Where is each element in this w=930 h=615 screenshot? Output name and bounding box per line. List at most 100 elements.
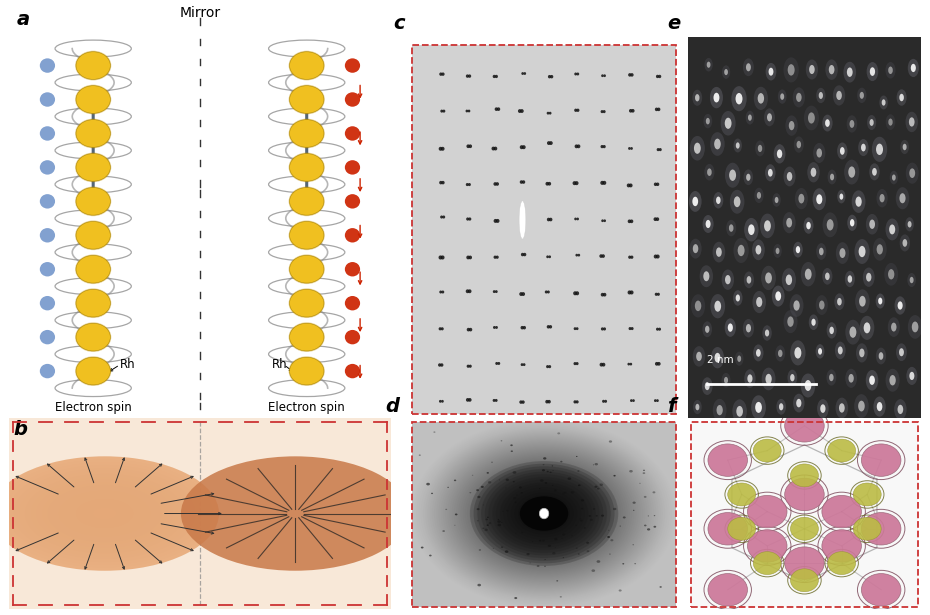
Ellipse shape bbox=[608, 530, 609, 531]
Ellipse shape bbox=[599, 254, 603, 258]
Ellipse shape bbox=[858, 400, 865, 411]
Ellipse shape bbox=[603, 181, 606, 185]
Ellipse shape bbox=[724, 69, 728, 75]
Ellipse shape bbox=[910, 169, 915, 178]
Ellipse shape bbox=[573, 292, 577, 295]
Ellipse shape bbox=[697, 352, 702, 361]
Ellipse shape bbox=[289, 290, 324, 317]
Ellipse shape bbox=[545, 400, 549, 403]
Ellipse shape bbox=[574, 218, 577, 220]
Ellipse shape bbox=[870, 164, 880, 180]
Ellipse shape bbox=[888, 119, 893, 125]
Ellipse shape bbox=[816, 295, 828, 315]
Ellipse shape bbox=[519, 292, 523, 296]
Ellipse shape bbox=[438, 363, 441, 367]
Ellipse shape bbox=[861, 144, 866, 151]
Ellipse shape bbox=[845, 320, 860, 344]
Ellipse shape bbox=[522, 498, 566, 530]
Ellipse shape bbox=[761, 266, 776, 290]
Ellipse shape bbox=[693, 346, 705, 367]
Ellipse shape bbox=[564, 491, 566, 494]
Ellipse shape bbox=[40, 160, 55, 175]
Ellipse shape bbox=[839, 403, 844, 413]
Ellipse shape bbox=[726, 220, 737, 236]
Ellipse shape bbox=[876, 293, 884, 309]
Ellipse shape bbox=[498, 519, 499, 520]
Text: f: f bbox=[667, 397, 676, 416]
Ellipse shape bbox=[537, 508, 551, 519]
Ellipse shape bbox=[99, 510, 111, 517]
Ellipse shape bbox=[631, 327, 633, 330]
Ellipse shape bbox=[522, 292, 525, 296]
Ellipse shape bbox=[522, 180, 525, 184]
Ellipse shape bbox=[793, 394, 804, 413]
Ellipse shape bbox=[733, 290, 742, 306]
Ellipse shape bbox=[714, 353, 721, 362]
Ellipse shape bbox=[571, 491, 575, 493]
Ellipse shape bbox=[533, 506, 555, 522]
Ellipse shape bbox=[542, 512, 546, 515]
Ellipse shape bbox=[790, 569, 818, 592]
Ellipse shape bbox=[910, 372, 914, 380]
Ellipse shape bbox=[614, 475, 616, 477]
Ellipse shape bbox=[76, 52, 111, 79]
Ellipse shape bbox=[487, 517, 489, 518]
Ellipse shape bbox=[511, 490, 578, 537]
Ellipse shape bbox=[469, 145, 472, 148]
Text: d: d bbox=[385, 397, 399, 416]
Ellipse shape bbox=[447, 445, 641, 582]
Ellipse shape bbox=[911, 322, 919, 332]
Ellipse shape bbox=[539, 508, 549, 519]
Ellipse shape bbox=[438, 438, 650, 589]
Ellipse shape bbox=[877, 244, 883, 255]
Ellipse shape bbox=[0, 459, 213, 568]
Ellipse shape bbox=[747, 276, 751, 284]
Ellipse shape bbox=[574, 362, 577, 365]
Ellipse shape bbox=[604, 220, 606, 222]
Ellipse shape bbox=[786, 116, 798, 136]
Ellipse shape bbox=[793, 242, 803, 258]
Ellipse shape bbox=[470, 492, 472, 493]
Ellipse shape bbox=[574, 109, 578, 112]
Ellipse shape bbox=[882, 99, 885, 106]
Ellipse shape bbox=[899, 234, 910, 252]
Ellipse shape bbox=[40, 364, 55, 378]
Ellipse shape bbox=[853, 517, 882, 540]
Ellipse shape bbox=[577, 145, 580, 148]
Ellipse shape bbox=[858, 246, 866, 257]
Ellipse shape bbox=[906, 162, 919, 184]
Ellipse shape bbox=[549, 365, 551, 368]
Ellipse shape bbox=[772, 285, 785, 307]
Ellipse shape bbox=[909, 117, 914, 127]
Ellipse shape bbox=[578, 254, 580, 256]
Ellipse shape bbox=[877, 402, 883, 411]
Ellipse shape bbox=[885, 369, 899, 392]
Ellipse shape bbox=[477, 520, 479, 522]
Ellipse shape bbox=[644, 496, 646, 498]
Ellipse shape bbox=[695, 301, 701, 311]
Ellipse shape bbox=[2, 462, 207, 565]
Ellipse shape bbox=[548, 182, 551, 186]
Ellipse shape bbox=[345, 296, 360, 311]
Ellipse shape bbox=[289, 255, 324, 283]
Ellipse shape bbox=[521, 492, 523, 494]
Ellipse shape bbox=[657, 108, 660, 111]
Ellipse shape bbox=[502, 484, 586, 543]
Ellipse shape bbox=[689, 239, 701, 258]
Ellipse shape bbox=[523, 326, 526, 330]
Ellipse shape bbox=[576, 547, 578, 549]
Ellipse shape bbox=[788, 316, 793, 327]
Ellipse shape bbox=[345, 160, 360, 175]
Ellipse shape bbox=[496, 256, 498, 259]
Ellipse shape bbox=[790, 464, 818, 487]
Ellipse shape bbox=[520, 109, 524, 113]
Ellipse shape bbox=[804, 269, 812, 280]
Ellipse shape bbox=[764, 108, 775, 126]
Ellipse shape bbox=[657, 399, 658, 402]
Ellipse shape bbox=[907, 367, 917, 385]
Ellipse shape bbox=[592, 464, 594, 466]
Ellipse shape bbox=[885, 218, 899, 240]
Ellipse shape bbox=[777, 89, 787, 104]
Ellipse shape bbox=[908, 59, 919, 77]
Ellipse shape bbox=[905, 217, 914, 231]
